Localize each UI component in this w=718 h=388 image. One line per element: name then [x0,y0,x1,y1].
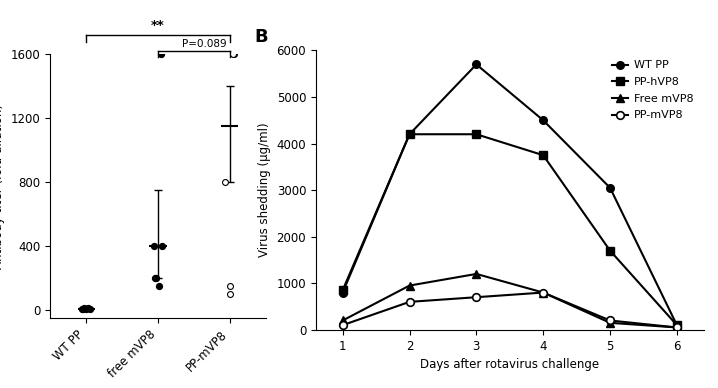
Point [220,179,231,185]
PP-hVP8 [338,288,347,293]
PP-mVP8 [606,318,615,323]
WT PP [606,185,615,190]
Point [150,275,162,281]
WT PP [338,290,347,295]
Text: B: B [254,28,268,46]
Y-axis label: Virus shedding (μg/ml): Virus shedding (μg/ml) [258,123,271,257]
Free mVP8 [673,325,681,330]
Text: **: ** [151,19,165,32]
Free mVP8 [539,290,548,295]
Free mVP8 [472,272,480,276]
WT PP [405,132,414,137]
PP-hVP8 [539,153,548,158]
Point [84,306,95,312]
Text: P=0.089: P=0.089 [182,39,227,49]
Point [149,275,161,281]
Point [78,305,90,311]
Legend: WT PP, PP-hVP8, Free mVP8, PP-mVP8: WT PP, PP-hVP8, Free mVP8, PP-mVP8 [607,56,698,125]
Free mVP8 [606,320,615,325]
Point [156,51,167,57]
Free mVP8 [338,318,347,323]
PP-mVP8 [472,295,480,300]
Point [148,243,159,249]
PP-hVP8 [472,132,480,137]
Point [153,283,164,289]
Point [80,306,92,312]
Point [76,305,88,312]
Point [225,291,236,297]
Point [228,51,239,57]
Point [227,51,238,57]
Point [156,243,167,249]
WT PP [673,323,681,327]
Point [224,283,236,289]
X-axis label: Days after rotavirus challenge: Days after rotavirus challenge [420,358,600,371]
PP-hVP8 [405,132,414,137]
PP-mVP8 [338,323,347,327]
PP-mVP8 [539,290,548,295]
Point [78,305,89,312]
Point [83,305,94,311]
Line: PP-hVP8: PP-hVP8 [339,130,681,329]
Line: Free mVP8: Free mVP8 [339,270,681,331]
Line: WT PP: WT PP [339,61,681,329]
PP-hVP8 [606,248,615,253]
WT PP [472,62,480,67]
PP-mVP8 [405,300,414,304]
Line: PP-mVP8: PP-mVP8 [339,289,681,331]
PP-mVP8 [673,325,681,330]
PP-hVP8 [673,323,681,327]
WT PP [539,118,548,123]
Y-axis label: Antibody titer (fold dilution): Antibody titer (fold dilution) [0,104,5,269]
Free mVP8 [405,283,414,288]
